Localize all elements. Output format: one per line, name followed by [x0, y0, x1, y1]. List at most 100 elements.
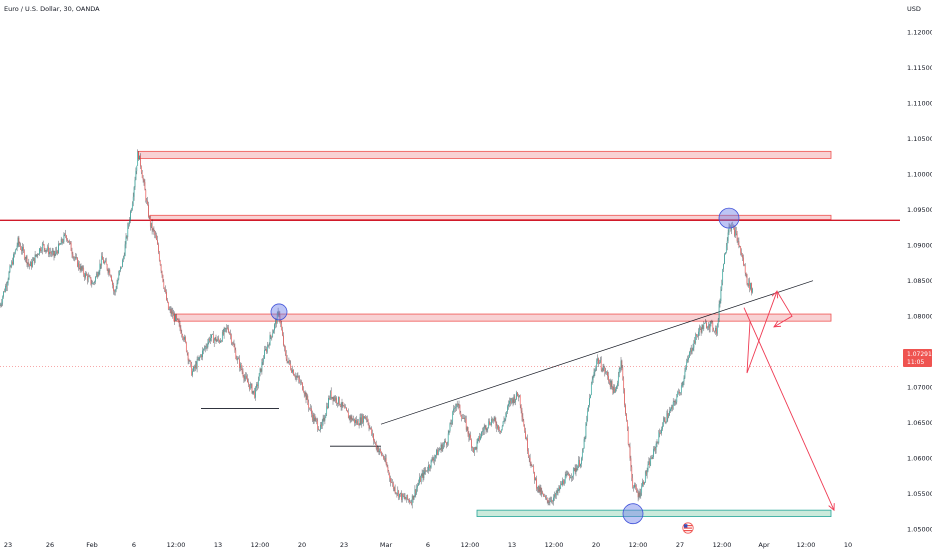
flag-icon[interactable]	[682, 522, 694, 534]
candle-body	[266, 349, 267, 352]
y-tick-label: 1.06000	[907, 455, 932, 463]
candle-body	[8, 272, 10, 280]
candle-body	[57, 251, 58, 254]
candle-body	[246, 375, 247, 379]
candle-body	[586, 418, 588, 424]
candle-body	[544, 496, 545, 497]
candle-body	[653, 448, 654, 458]
candle-body	[627, 429, 629, 445]
candle-body	[467, 427, 469, 434]
x-tick-label: 12:00	[461, 541, 480, 549]
candle-body	[608, 380, 610, 383]
candle-body	[136, 165, 138, 172]
candle-body	[314, 418, 316, 422]
candle-body	[482, 430, 484, 432]
candle-body	[363, 416, 364, 423]
candle-body	[496, 425, 498, 429]
candle-body	[584, 437, 586, 440]
candle-body	[288, 360, 290, 362]
candle-body	[551, 500, 553, 502]
candle-body	[723, 264, 724, 270]
candle-body	[275, 320, 276, 325]
candle-body	[284, 345, 285, 348]
candle-body	[734, 227, 735, 236]
candle-body	[401, 492, 402, 500]
candle-body	[368, 424, 370, 429]
candle-body	[425, 470, 427, 472]
candle-body	[347, 410, 348, 413]
candle-body	[463, 418, 464, 419]
candle-body	[732, 225, 733, 227]
candle-body	[245, 375, 247, 378]
candle-body	[171, 311, 173, 314]
candle-body	[720, 289, 722, 302]
candle-body	[82, 267, 84, 270]
candle-body	[511, 398, 513, 400]
candle-body	[272, 333, 274, 338]
candle-body	[33, 257, 35, 263]
candle-body	[449, 423, 451, 431]
candle-body	[549, 501, 551, 503]
candle-body	[348, 415, 350, 419]
candle-body	[298, 376, 300, 380]
candle-body	[652, 457, 653, 459]
candle-body	[518, 395, 520, 398]
candle-body	[445, 440, 446, 443]
candle-body	[699, 327, 701, 330]
candle-body	[351, 416, 353, 421]
candle-body	[213, 339, 215, 343]
arrow-head-retest	[773, 320, 782, 328]
candle-body	[158, 252, 160, 261]
candle-body	[736, 233, 738, 242]
candle-body	[684, 371, 686, 378]
candle-body	[111, 276, 112, 282]
candle-body	[513, 396, 515, 403]
candle-body	[69, 241, 71, 243]
candle-body	[127, 225, 129, 238]
chart-title: Euro / U.S. Dollar, 30, OANDA	[4, 5, 100, 13]
candle-body	[617, 383, 618, 387]
candle-body	[651, 457, 652, 459]
candle-body	[517, 392, 518, 396]
candle-body	[583, 439, 585, 449]
candle-body	[62, 242, 64, 243]
candle-body	[170, 309, 172, 314]
candle-body	[533, 465, 535, 472]
candle-body	[228, 328, 229, 333]
candle-body	[523, 420, 525, 427]
candle-body	[409, 500, 410, 503]
x-tick-label: 6	[132, 541, 136, 549]
candle-body	[557, 489, 559, 494]
candle-body	[644, 482, 645, 485]
trendline	[380, 280, 814, 425]
candle-body	[222, 331, 224, 335]
candle-body	[237, 358, 238, 360]
candle-body	[66, 235, 67, 240]
candle-body	[126, 236, 128, 238]
candle-body	[302, 389, 304, 393]
candle-body	[611, 380, 613, 388]
candle-body	[135, 171, 137, 180]
candle-body	[326, 406, 328, 415]
candle-body	[376, 447, 378, 449]
candle-body	[295, 376, 297, 378]
candle-body	[293, 375, 295, 377]
candle-body	[343, 405, 345, 407]
candle-body	[74, 257, 76, 259]
candle-body	[234, 346, 236, 351]
candle-body	[455, 403, 457, 408]
candle-body	[494, 417, 496, 421]
candle-body	[642, 481, 643, 487]
candle-body	[212, 334, 213, 335]
candle-body	[75, 256, 76, 259]
candle-body	[70, 242, 72, 251]
candle-body	[735, 230, 737, 234]
candle-body	[489, 421, 490, 425]
candle-body	[251, 384, 253, 394]
x-tick-label: 23	[340, 541, 348, 549]
candle-body	[163, 281, 165, 288]
candle-body	[41, 250, 42, 252]
candle-body	[330, 391, 332, 399]
candle-body	[318, 428, 319, 431]
candle-body	[721, 282, 723, 290]
